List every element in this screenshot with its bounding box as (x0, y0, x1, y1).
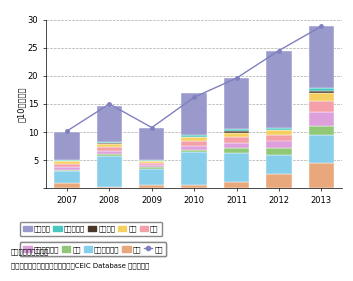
Bar (309, 26, 334, 88)
Bar (309, 112, 334, 126)
Bar (266, 128, 292, 130)
Bar (139, 185, 164, 188)
Bar (54, 170, 80, 171)
Bar (309, 135, 334, 163)
Bar (181, 135, 207, 137)
Bar (266, 135, 292, 140)
Bar (266, 155, 292, 174)
Bar (97, 147, 122, 151)
Bar (97, 144, 122, 147)
Bar (54, 167, 80, 170)
Bar (309, 163, 334, 188)
Bar (309, 93, 334, 101)
Bar (54, 160, 80, 161)
Bar (266, 51, 292, 128)
Bar (224, 148, 249, 153)
Bar (97, 142, 122, 143)
Bar (309, 88, 334, 91)
Bar (97, 151, 122, 154)
Bar (139, 165, 164, 167)
Bar (181, 137, 207, 141)
Bar (266, 174, 292, 188)
Bar (309, 91, 334, 93)
Bar (54, 132, 80, 160)
Bar (309, 101, 334, 112)
Bar (224, 182, 249, 188)
Bar (224, 129, 249, 131)
Bar (266, 130, 292, 135)
Bar (224, 131, 249, 133)
Text: 備考：実行ベース。: 備考：実行ベース。 (11, 249, 49, 255)
Bar (97, 156, 122, 187)
Bar (139, 167, 164, 169)
Bar (224, 78, 249, 129)
Y-axis label: （10億ドル）: （10億ドル） (17, 86, 26, 122)
Bar (54, 183, 80, 188)
Bar (181, 150, 207, 152)
Bar (181, 93, 207, 135)
Bar (97, 187, 122, 188)
Bar (224, 153, 249, 182)
Bar (97, 154, 122, 156)
Bar (266, 148, 292, 155)
Text: 資料：インドネシア投資調整庁、CEIC Database から作成。: 資料：インドネシア投資調整庁、CEIC Database から作成。 (11, 263, 149, 269)
Bar (224, 137, 249, 143)
Bar (266, 140, 292, 148)
Bar (181, 185, 207, 188)
Bar (139, 163, 164, 165)
Bar (97, 143, 122, 144)
Bar (224, 133, 249, 137)
Bar (309, 126, 334, 135)
Bar (139, 128, 164, 160)
Bar (181, 146, 207, 150)
Bar (139, 169, 164, 185)
Bar (139, 161, 164, 163)
Bar (54, 171, 80, 183)
Bar (224, 143, 249, 148)
Bar (181, 152, 207, 185)
Bar (54, 161, 80, 164)
Bar (139, 160, 164, 161)
Bar (54, 164, 80, 167)
Bar (181, 141, 207, 146)
Legend: その他アジア, 韓国, シンガポール, 日本, 総計: その他アジア, 韓国, シンガポール, 日本, 総計 (20, 242, 166, 256)
Bar (97, 106, 122, 142)
